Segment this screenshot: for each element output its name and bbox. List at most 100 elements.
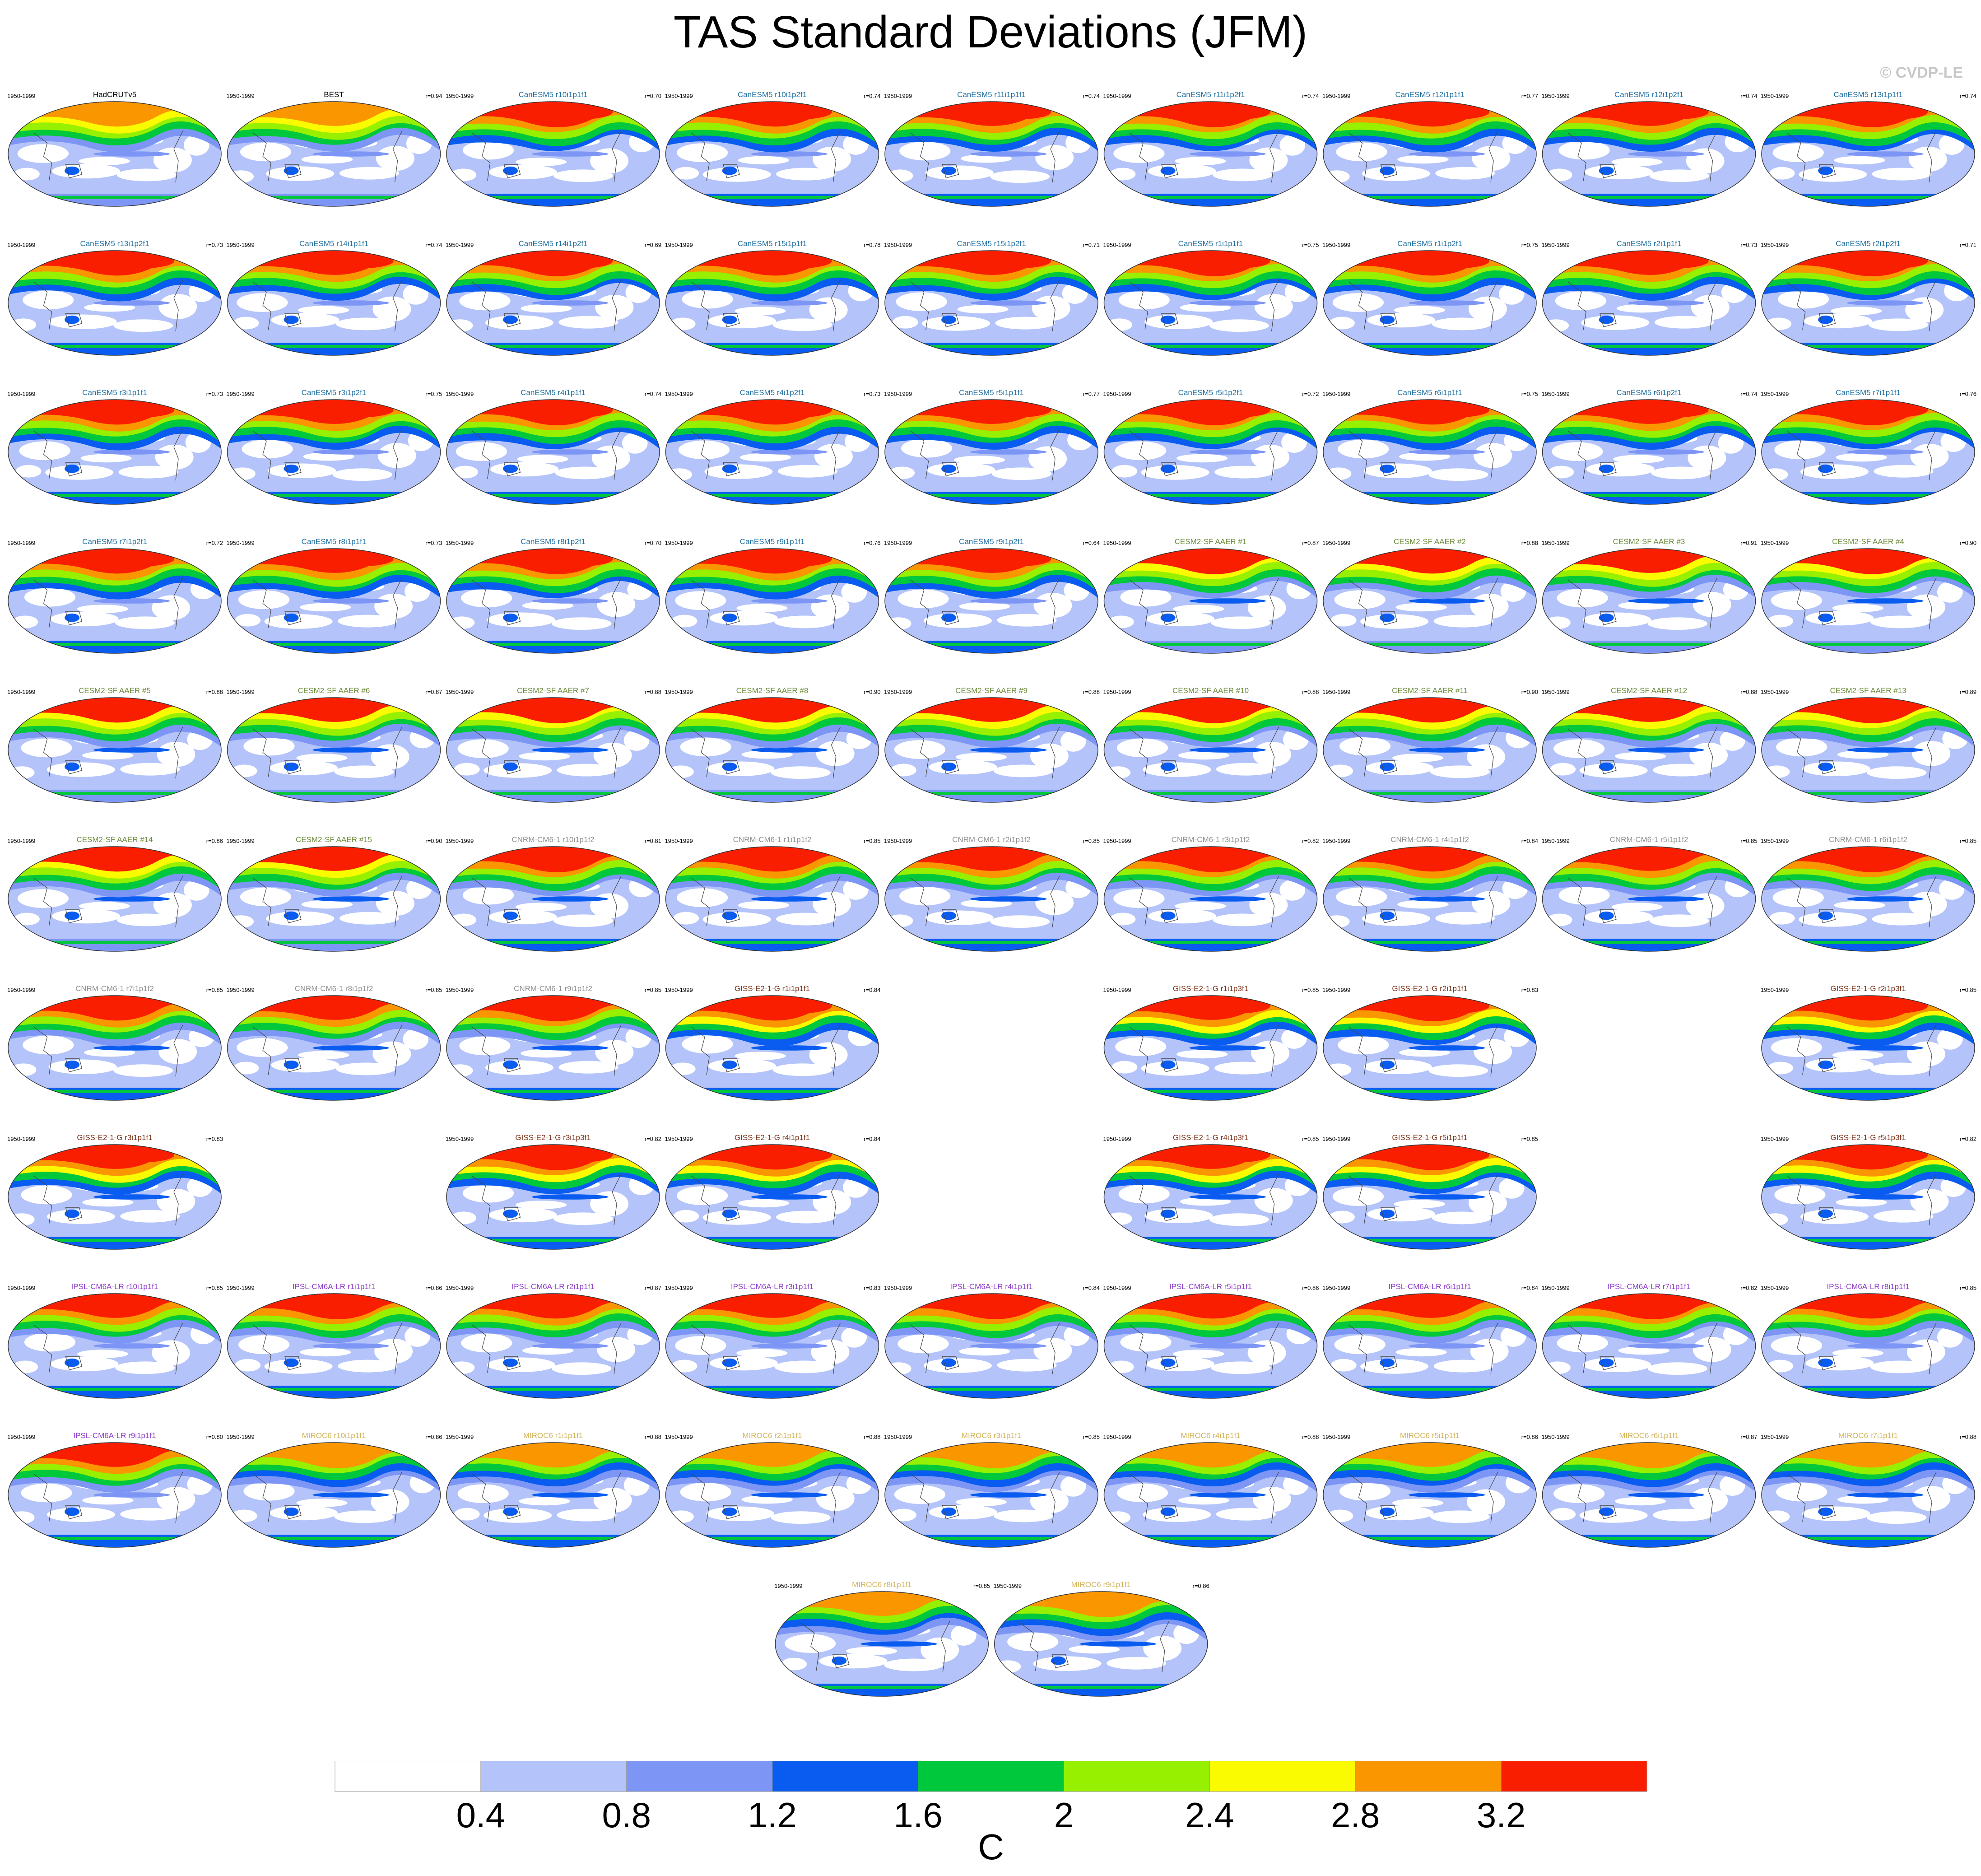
map-field [1323, 1145, 1536, 1249]
panel-correlation: r=0.82 [645, 1136, 661, 1142]
panel-period: 1950-1999 [7, 242, 35, 248]
panel-title: CNRM-CM6-1 r2i1p1f2 [952, 835, 1031, 844]
panel-title: GISS-E2-1-G r5i1p3f1 [1830, 1133, 1906, 1142]
map-panel: 1950-1999 GISS-E2-1-G r2i1p3f1 r=0.85 [1761, 984, 1976, 1101]
map-panel: 1950-1999 CNRM-CM6-1 r7i1p1f2 r=0.85 [7, 984, 223, 1101]
colorbar-unit: C [978, 1827, 1004, 1867]
panel-period: 1950-1999 [1322, 242, 1350, 248]
panel-period: 1950-1999 [665, 1434, 693, 1440]
panel-correlation: r=0.88 [1740, 689, 1757, 695]
map-panel: 1950-1999 GISS-E2-1-G r5i1p3f1 r=0.82 [1761, 1133, 1976, 1250]
panel-title: CESM2-SF AAER #10 [1172, 686, 1249, 695]
panel-period: 1950-1999 [1761, 391, 1789, 397]
map-field [8, 549, 221, 653]
panel-correlation: r=0.87 [425, 689, 442, 695]
map-field [446, 549, 660, 653]
map-panel: 1950-1999 IPSL-CM6A-LR r9i1p1f1 r=0.80 [7, 1431, 223, 1548]
coastlines [1787, 1024, 1937, 1077]
map-frame [446, 1442, 660, 1548]
map-field [8, 400, 221, 504]
map-field [665, 400, 879, 504]
panel-title: CESM2-SF AAER #15 [296, 835, 372, 844]
coastlines [1567, 130, 1718, 183]
panel-title: CanESM5 r9i1p1f1 [740, 537, 805, 546]
panel-title: IPSL-CM6A-LR r4i1p1f1 [950, 1282, 1032, 1291]
coastlines [1787, 577, 1937, 630]
coastlines [472, 726, 622, 779]
map-frame [1103, 101, 1318, 207]
panel-period: 1950-1999 [1322, 1136, 1350, 1142]
map-frame [1542, 1442, 1756, 1548]
map-frame [446, 1293, 660, 1399]
coastlines [1787, 279, 1937, 332]
colorbar [335, 1761, 1647, 1792]
coastlines [252, 1471, 403, 1524]
panel-title: CNRM-CM6-1 r3i1p1f2 [1172, 835, 1250, 844]
coastlines [1787, 428, 1937, 481]
coastlines [1567, 577, 1718, 630]
coastlines [472, 1173, 622, 1226]
map-frame [227, 101, 441, 207]
coastlines [252, 577, 403, 630]
panel-correlation: r=0.71 [1083, 242, 1100, 248]
panel-period: 1950-1999 [446, 93, 474, 99]
map-field [1104, 1294, 1317, 1398]
map-frame [1103, 1144, 1318, 1250]
map-panel: 1950-1999 GISS-E2-1-G r4i1p3f1 r=0.85 [1103, 1133, 1319, 1250]
panel-title: CESM2-SF AAER #1 [1175, 537, 1247, 546]
map-frame [665, 697, 879, 803]
coastlines [1129, 1322, 1279, 1375]
coastlines [1349, 130, 1498, 183]
panel-period: 1950-1999 [227, 93, 255, 99]
panel-title: BEST [324, 90, 344, 99]
map-field [1542, 1294, 1756, 1398]
map-frame [227, 1442, 441, 1548]
colorbar-swatch [1355, 1761, 1502, 1792]
panel-correlation: r=0.88 [864, 1434, 880, 1440]
panel-title: CESM2-SF AAER #11 [1392, 686, 1468, 695]
map-panel: 1950-1999 IPSL-CM6A-LR r7i1p1f1 r=0.82 [1542, 1282, 1758, 1399]
panel-title: CanESM5 r14i1p1f1 [299, 239, 368, 248]
panel-correlation: r=0.83 [1521, 987, 1538, 993]
panel-title: GISS-E2-1-G r4i1p1f1 [735, 1133, 810, 1142]
map-panel: 1950-1999 MIROC6 r8i1p1f1 r=0.85 [774, 1580, 990, 1697]
map-field [1542, 400, 1756, 504]
colorbar-swatch [1209, 1761, 1356, 1792]
figure-title: TAS Standard Deviations (JFM) [673, 7, 1308, 57]
panel-title: IPSL-CM6A-LR r3i1p1f1 [731, 1282, 814, 1291]
panel-period: 1950-1999 [1322, 689, 1350, 695]
map-field [8, 847, 221, 951]
panel-correlation: r=0.73 [1740, 242, 1757, 248]
panel-period: 1950-1999 [665, 391, 693, 397]
map-field [227, 549, 441, 653]
panel-correlation: r=0.77 [1083, 391, 1100, 397]
panel-period: 1950-1999 [1542, 838, 1570, 844]
map-frame [1103, 697, 1318, 803]
panel-correlation: r=0.74 [1740, 93, 1757, 99]
panel-period: 1950-1999 [1322, 1285, 1350, 1291]
map-frame [665, 1144, 879, 1250]
coastlines [1129, 726, 1279, 779]
panel-title: GISS-E2-1-G r3i1p3f1 [515, 1133, 591, 1142]
map-field [1762, 549, 1975, 653]
colorbar-swatch [335, 1761, 481, 1792]
map-field [665, 1294, 879, 1398]
panel-period: 1950-1999 [446, 1285, 474, 1291]
coastlines [910, 428, 1060, 481]
panel-title: CNRM-CM6-1 r4i1p1f2 [1390, 835, 1469, 844]
panel-period: 1950-1999 [1103, 1136, 1131, 1142]
map-panel: 1950-1999 CNRM-CM6-1 r9i1p1f2 r=0.85 [446, 984, 661, 1101]
coastlines [910, 279, 1060, 332]
panel-period: 1950-1999 [7, 391, 35, 397]
map-frame [8, 399, 222, 505]
coastlines [472, 875, 622, 928]
panel-period: 1950-1999 [1542, 242, 1570, 248]
map-frame [8, 846, 222, 952]
map-frame [1103, 250, 1318, 356]
coastlines [910, 726, 1060, 779]
map-field [446, 847, 660, 951]
coastlines [472, 130, 622, 183]
map-panel: 1950-1999 CNRM-CM6-1 r3i1p1f2 r=0.82 [1103, 835, 1319, 952]
panel-period: 1950-1999 [774, 1583, 802, 1589]
map-field [1762, 1294, 1975, 1398]
